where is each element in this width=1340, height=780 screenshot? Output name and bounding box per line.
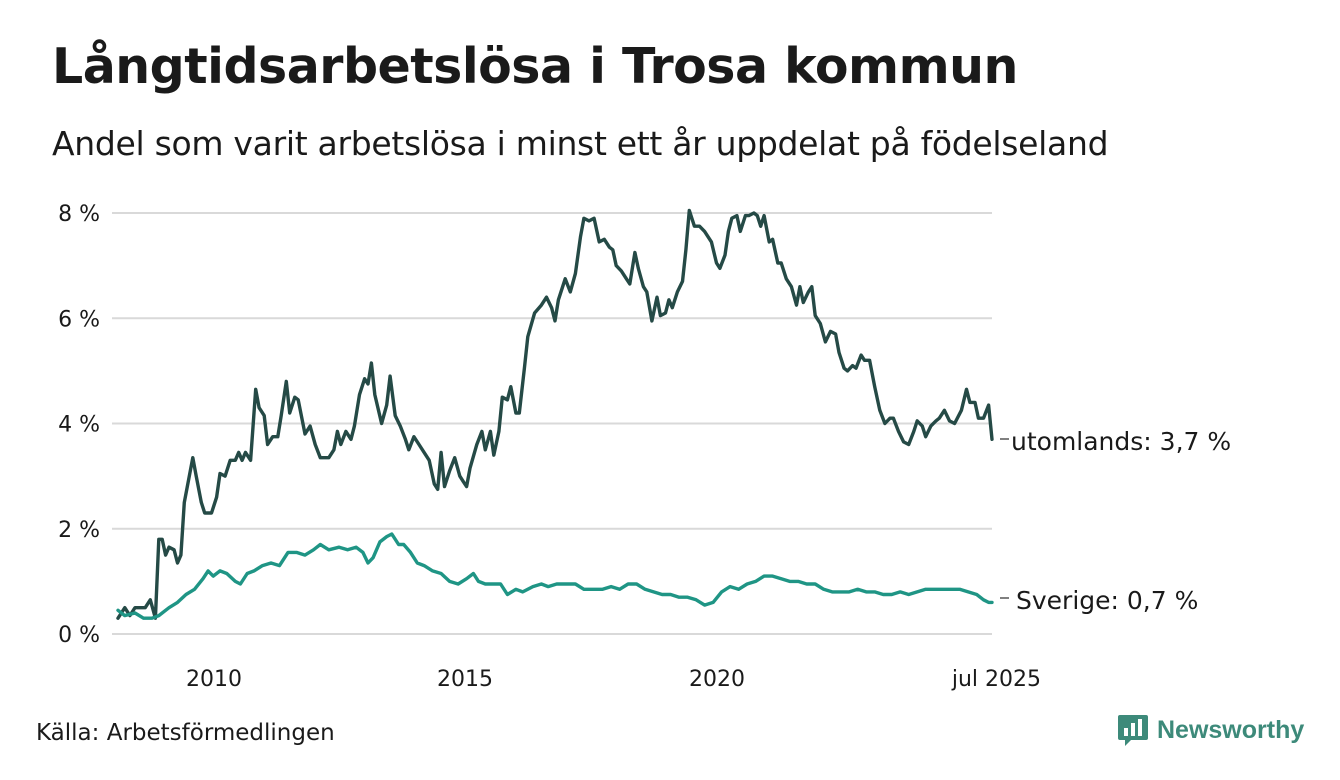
chart-subtitle: Andel som varit arbetslösa i minst ett å… [52,124,1109,163]
end-label-utomlands: utomlands: 3,7 % [1011,427,1231,456]
y-tick-label: 6 % [58,307,100,332]
y-axis-ticks: 0 % 2 % 4 % 6 % 8 % [58,202,100,648]
x-tick-label: 2015 [437,667,493,692]
gridlines [112,212,992,635]
x-tick-label: jul 2025 [951,667,1041,692]
x-tick-label: 2020 [689,667,745,692]
y-tick-label: 8 % [58,202,100,227]
series-line-utomlands [116,208,994,620]
newsworthy-logo-icon [1118,715,1148,746]
x-tick-label: 2010 [186,667,242,692]
series-lines [116,208,994,620]
brand-name: Newsworthy [1157,715,1305,744]
y-tick-label: 2 % [58,518,100,543]
end-labels: utomlands: 3,7 % Sverige: 0,7 % [1000,427,1231,615]
series-line-sverige [116,532,994,620]
y-tick-label: 0 % [58,623,100,648]
chart-title: Långtidsarbetslösa i Trosa kommun [52,38,1018,95]
y-tick-label: 4 % [58,413,100,438]
source-note: Källa: Arbetsförmedlingen [36,720,335,746]
brand-logo[interactable]: Newsworthy [1117,713,1304,747]
end-label-sverige: Sverige: 0,7 % [1016,586,1198,615]
x-axis-ticks: 2010 2015 2020 jul 2025 [186,667,1041,692]
